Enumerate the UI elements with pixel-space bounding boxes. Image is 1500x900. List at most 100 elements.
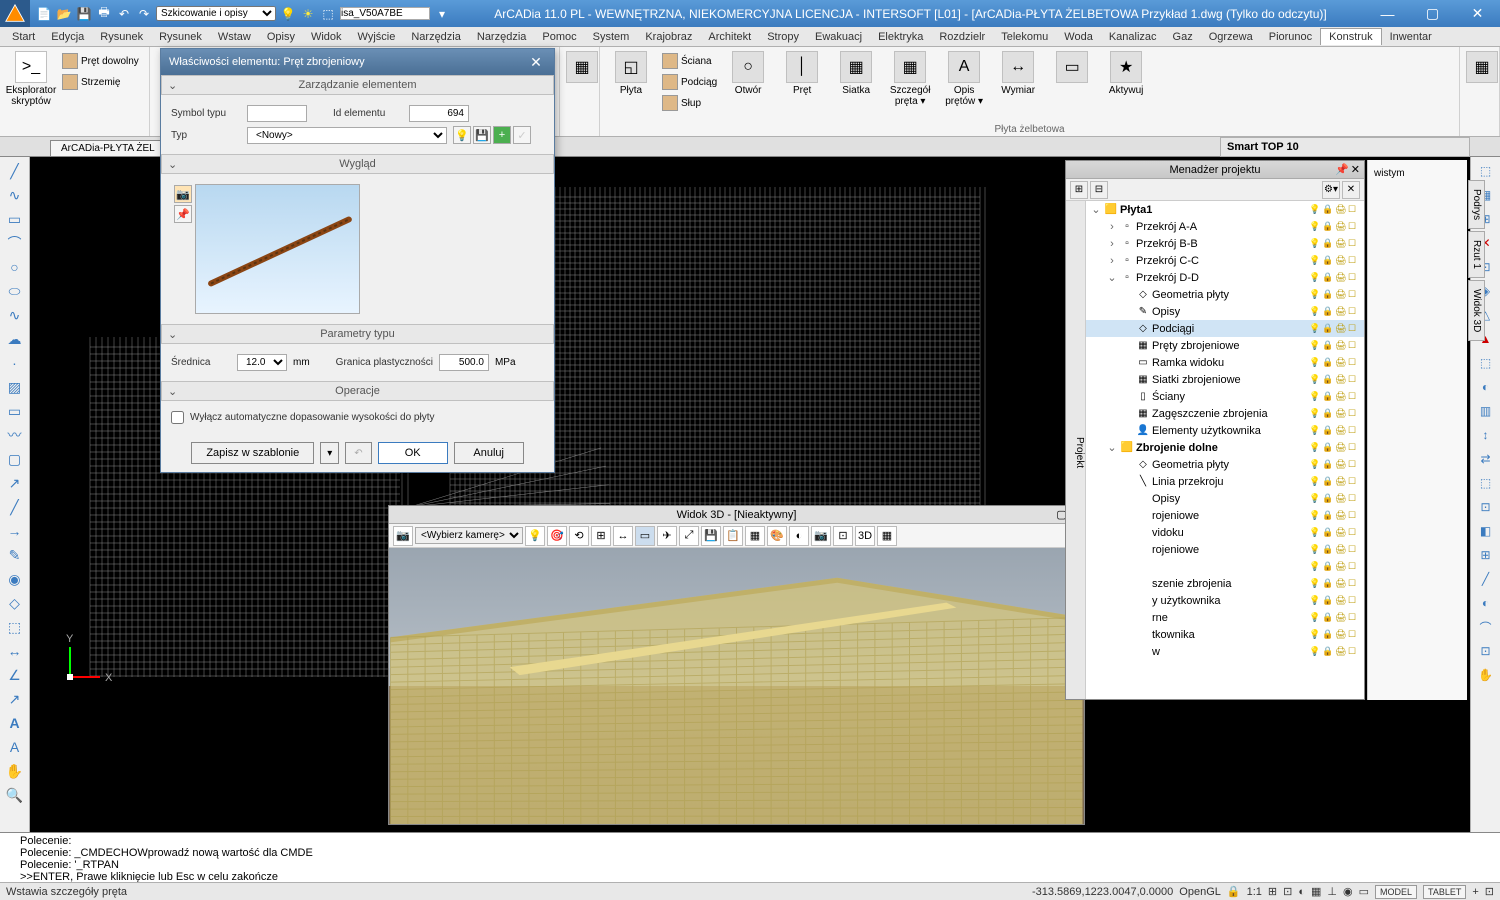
tree-row[interactable]: ⌄▫Przekrój D-D💡🔒🖨☐ [1086, 269, 1364, 286]
qat-sun-icon[interactable]: ☀ [300, 6, 316, 22]
polyline-tool-icon[interactable]: ∿ [5, 185, 25, 205]
rtool-icon[interactable]: ◐ [1476, 593, 1496, 613]
point-tool-icon[interactable]: · [5, 353, 25, 373]
v3-tool-icon[interactable]: 📷 [811, 526, 831, 546]
pan-tool-icon[interactable]: ✋ [5, 761, 25, 781]
qat-new-icon[interactable]: 📄 [36, 6, 52, 22]
tree-row[interactable]: ◇Podciągi💡🔒🖨☐ [1086, 320, 1364, 337]
rebar-desc2-button[interactable]: AOpis prętów ▾ [939, 49, 989, 107]
view-3d-canvas[interactable] [389, 548, 1084, 824]
rtool-icon[interactable]: ◐ [1476, 377, 1496, 397]
qat-redo-icon[interactable]: ↷ [136, 6, 152, 22]
leader-tool-icon[interactable]: ↗ [5, 473, 25, 493]
menu-edycja[interactable]: Edycja [43, 29, 92, 45]
app-logo[interactable] [0, 0, 30, 27]
rtool-icon[interactable]: ▥ [1476, 401, 1496, 421]
menu-wyjście[interactable]: Wyjście [350, 29, 404, 45]
dim-tool-icon[interactable]: ↔ [5, 641, 25, 661]
document-tab[interactable]: ArCADia-PŁYTA ŻEL [50, 140, 166, 156]
tree-row[interactable]: tkownika💡🔒🖨☐ [1086, 626, 1364, 643]
status-icon[interactable]: ⊞ [1268, 885, 1277, 898]
v3-tool-icon[interactable]: ⤢ [679, 526, 699, 546]
rebar-detail2-button[interactable]: ▦Szczegół pręta ▾ [885, 49, 935, 107]
view-button[interactable]: ▭ [1047, 49, 1097, 85]
save-template-button[interactable]: Zapisz w szablonie [191, 442, 314, 464]
menu-elektryka[interactable]: Elektryka [870, 29, 931, 45]
beam-button[interactable]: Podciąg [660, 72, 719, 92]
mesh-button[interactable]: ▦Siatka [831, 49, 881, 96]
pm-tool-icon[interactable]: ⊞ [1070, 181, 1088, 199]
status-icon[interactable]: ⊡ [1485, 885, 1494, 898]
v3-tool-icon[interactable]: ⊞ [591, 526, 611, 546]
tree-row[interactable]: ✎Opisy💡🔒🖨☐ [1086, 303, 1364, 320]
menu-wstaw[interactable]: Wstaw [210, 29, 259, 45]
menu-gaz[interactable]: Gaz [1165, 29, 1201, 45]
ellipse-tool-icon[interactable]: ⬭ [5, 281, 25, 301]
status-icon[interactable]: ▦ [1311, 885, 1321, 898]
ribbon-misc-button[interactable]: ▦ [566, 49, 598, 83]
v3-tool-icon[interactable]: 🎨 [767, 526, 787, 546]
text-tool-icon[interactable]: A [5, 737, 25, 757]
circle-tool-icon[interactable]: ○ [5, 257, 25, 277]
qat-mode-dropdown[interactable]: Szkicowanie i opisy [156, 6, 276, 21]
menu-ewakuacj[interactable]: Ewakuacj [807, 29, 870, 45]
v3-tool-icon[interactable]: ⊡ [833, 526, 853, 546]
menu-rysunek[interactable]: Rysunek [92, 29, 151, 45]
id-input[interactable] [409, 105, 469, 122]
vtab-rzut[interactable]: Rzut 1 [1468, 231, 1485, 278]
v3-tool-icon[interactable]: ▦ [745, 526, 765, 546]
xline-tool-icon[interactable]: ╱ [5, 497, 25, 517]
tree-row[interactable]: 💡🔒🖨☐ [1086, 558, 1364, 575]
wave-tool-icon[interactable]: 〰 [5, 425, 25, 445]
tree-row[interactable]: w💡🔒🖨☐ [1086, 643, 1364, 660]
symbol-input[interactable] [247, 105, 307, 122]
rtool-icon[interactable]: ↕ [1476, 425, 1496, 445]
cancel-button[interactable]: Anuluj [454, 442, 524, 464]
tree-row[interactable]: ◇Geometria płyty💡🔒🖨☐ [1086, 456, 1364, 473]
tree-row[interactable]: ▦Pręty zbrojeniowe💡🔒🖨☐ [1086, 337, 1364, 354]
status-scale[interactable]: 1:1 [1247, 886, 1262, 898]
v3-camera-select[interactable]: <Wybierz kamerę> [415, 527, 523, 544]
preview-camera-icon[interactable]: 📷 [174, 185, 192, 203]
menu-pomoc[interactable]: Pomoc [534, 29, 584, 45]
status-lock-icon[interactable]: 🔒 [1227, 885, 1241, 898]
ray-tool-icon[interactable]: → [5, 521, 25, 541]
hatch-tool-icon[interactable]: ▨ [5, 377, 25, 397]
type-save-icon[interactable]: 💾 [473, 126, 491, 144]
v3-tool-icon[interactable]: ↔ [613, 526, 633, 546]
tree-row[interactable]: rojeniowe💡🔒🖨☐ [1086, 507, 1364, 524]
diameter-select[interactable]: 12.0 [237, 354, 287, 371]
menu-telekomu[interactable]: Telekomu [993, 29, 1056, 45]
dialog-titlebar[interactable]: Właściwości elementu: Pręt zbrojeniowy ✕ [161, 49, 554, 75]
menu-inwentar[interactable]: Inwentar [1382, 29, 1440, 45]
ribbon-misc2-button[interactable]: ▦ [1466, 49, 1498, 83]
mtext-tool-icon[interactable]: A [5, 713, 25, 733]
menu-rysunek[interactable]: Rysunek [151, 29, 210, 45]
undo-button[interactable]: ↶ [345, 442, 371, 464]
v3-tool-icon[interactable]: ▭ [635, 526, 655, 546]
zoom-tool-icon[interactable]: 🔍 [5, 785, 25, 805]
3dface-tool-icon[interactable]: ◇ [5, 593, 25, 613]
script-explorer-button[interactable]: >_ Eksplorator skryptów [6, 49, 56, 107]
tree-row[interactable]: ▯Ściany💡🔒🖨☐ [1086, 388, 1364, 405]
v3-tool-icon[interactable]: 📋 [723, 526, 743, 546]
tree-row[interactable]: ▭Ramka widoku💡🔒🖨☐ [1086, 354, 1364, 371]
rtool-icon[interactable]: ⊡ [1476, 641, 1496, 661]
tree-row[interactable]: ⌄🟨Płyta1💡🔒🖨☐ [1086, 201, 1364, 218]
auto-height-checkbox[interactable] [171, 411, 184, 424]
region-tool-icon[interactable]: ▭ [5, 401, 25, 421]
spline-tool-icon[interactable]: ∿ [5, 305, 25, 325]
qat-dropdown-icon[interactable]: ▾ [434, 6, 450, 22]
tree-row[interactable]: ▦Siatki zbrojeniowe💡🔒🖨☐ [1086, 371, 1364, 388]
box-tool-icon[interactable]: ▢ [5, 449, 25, 469]
tree-row[interactable]: 👤Elementy użytkownika💡🔒🖨☐ [1086, 422, 1364, 439]
preview-pin-icon[interactable]: 📌 [174, 205, 192, 223]
menu-krajobraz[interactable]: Krajobraz [637, 29, 700, 45]
rtool-icon[interactable]: ⇄ [1476, 449, 1496, 469]
rtool-icon[interactable]: ╱ [1476, 569, 1496, 589]
rtool-icon[interactable]: ⬚ [1476, 161, 1496, 181]
tree-row[interactable]: szenie zbrojenia💡🔒🖨☐ [1086, 575, 1364, 592]
v3-tool-icon[interactable]: ⟲ [569, 526, 589, 546]
type-check-icon[interactable]: ✓ [513, 126, 531, 144]
type-bulb-icon[interactable]: 💡 [453, 126, 471, 144]
